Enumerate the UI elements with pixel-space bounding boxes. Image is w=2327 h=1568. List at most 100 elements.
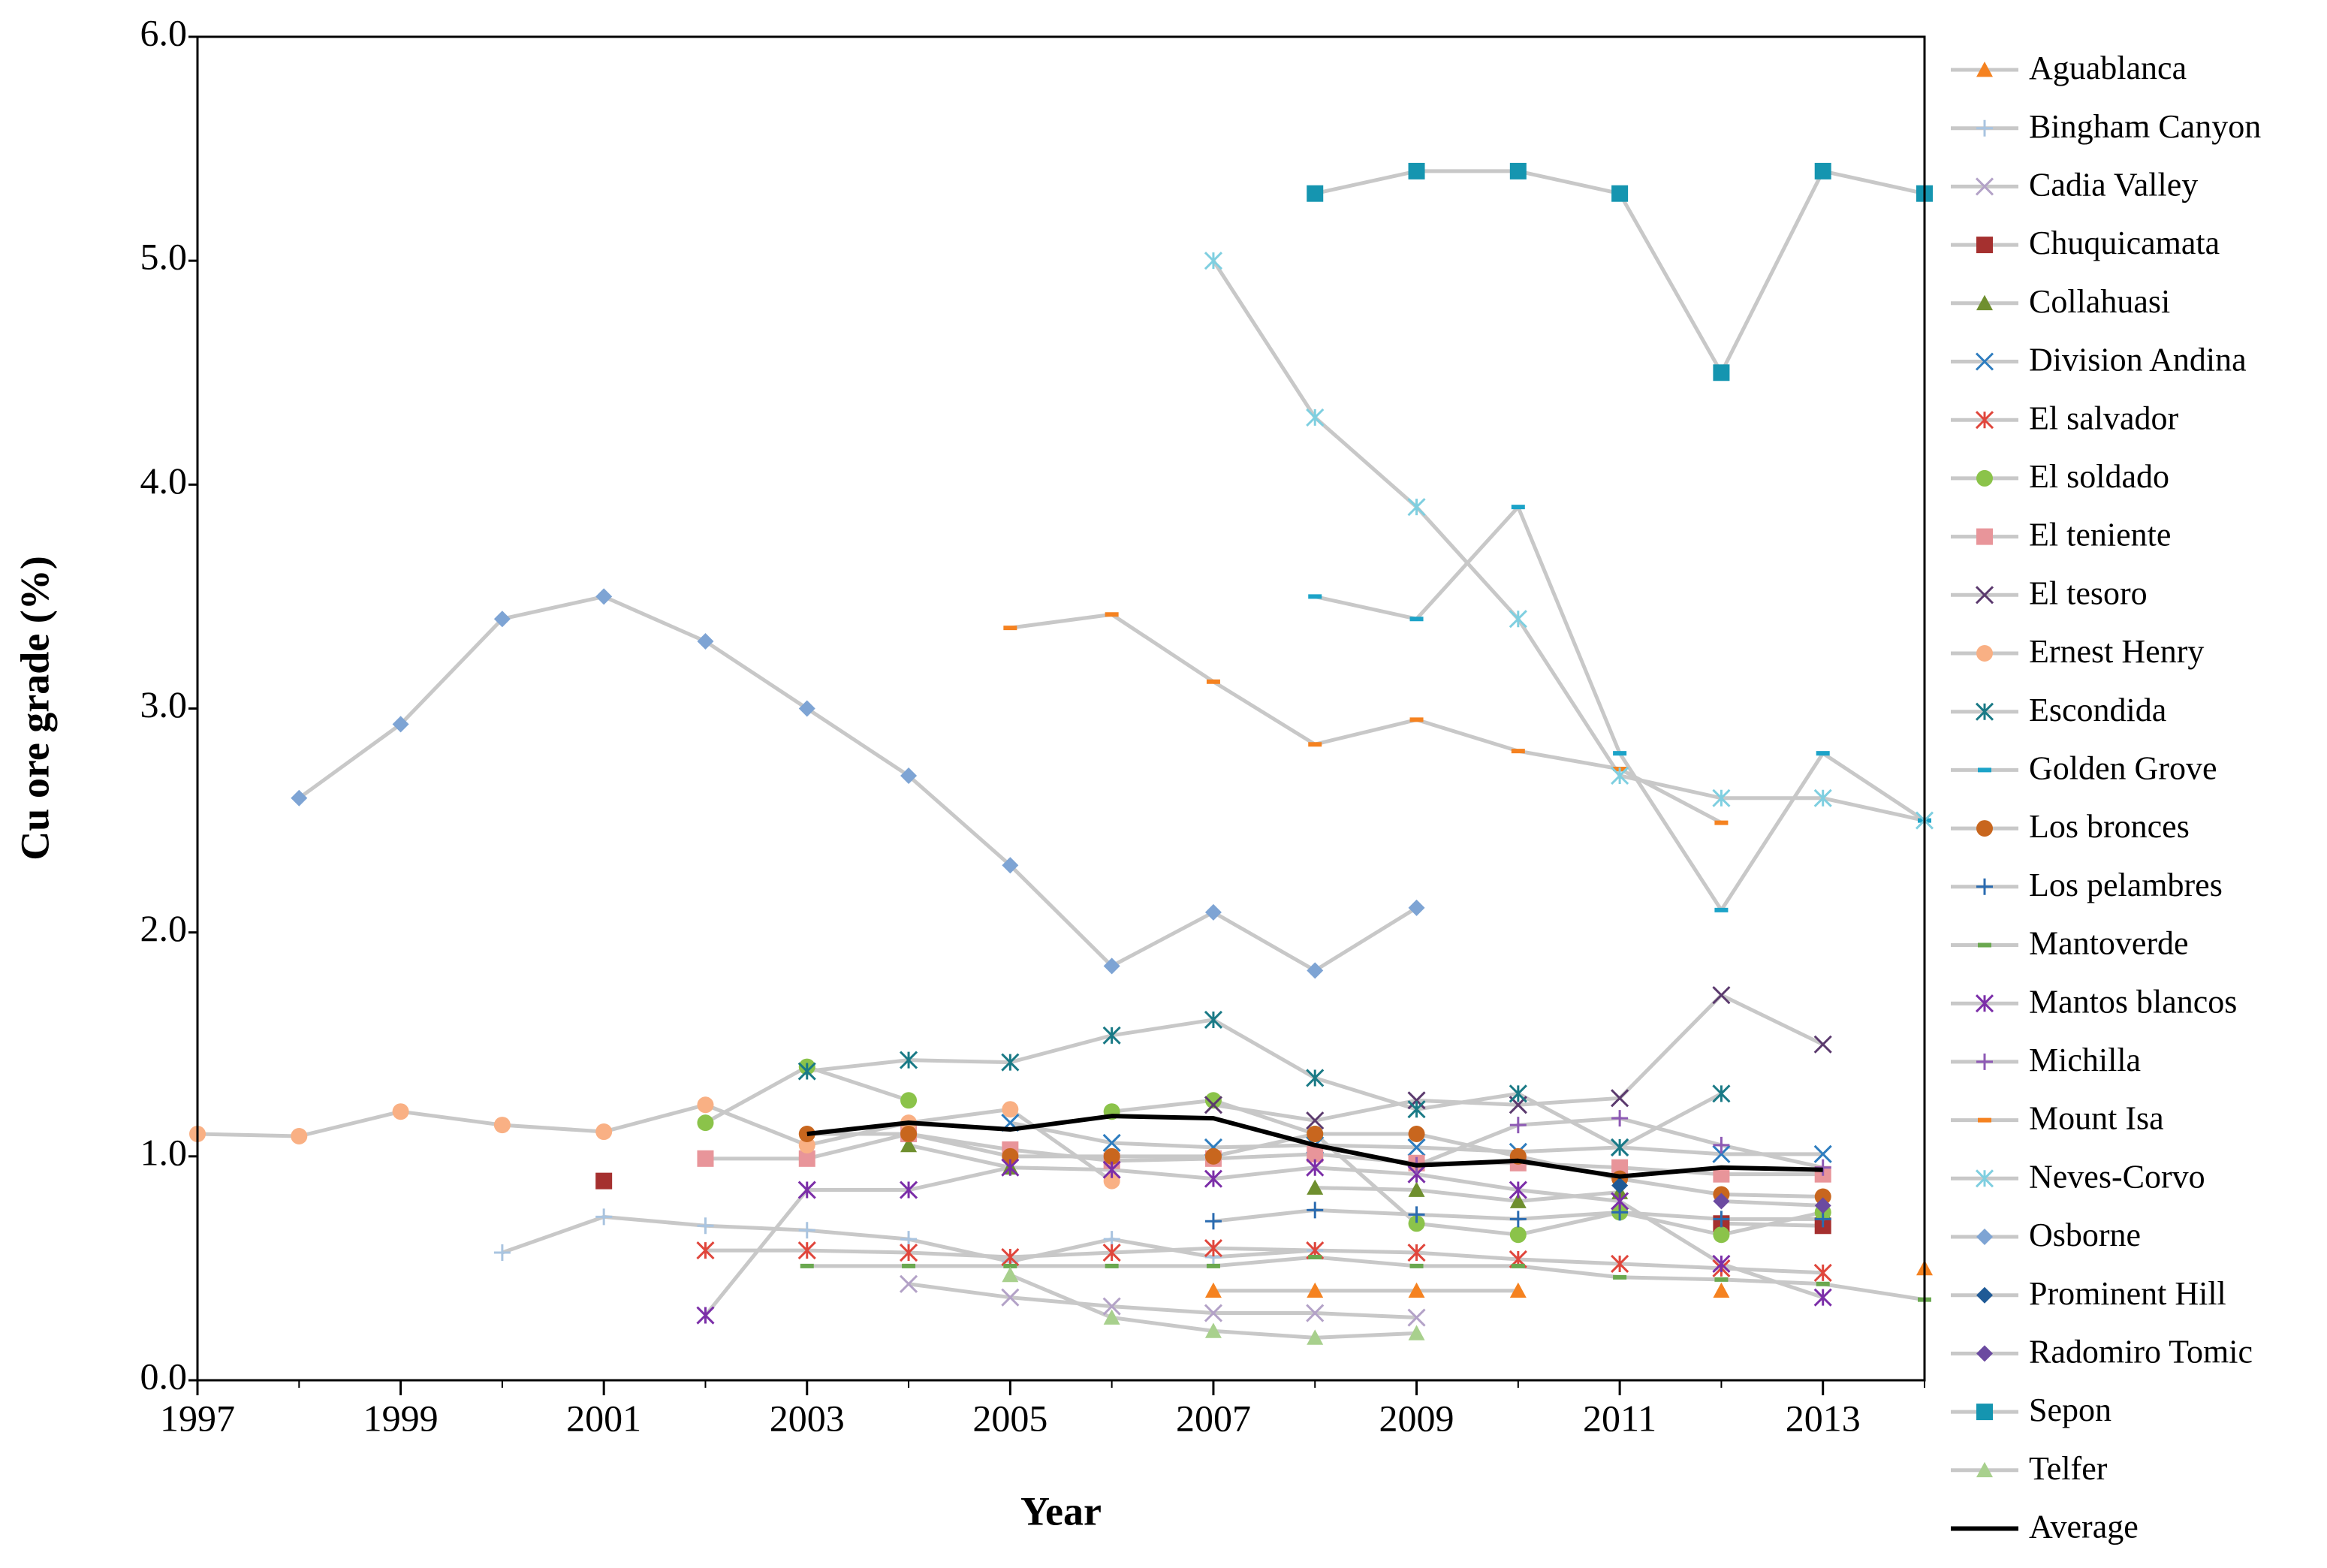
marker — [1408, 899, 1425, 916]
marker — [1975, 702, 1994, 721]
average-line — [806, 1114, 1823, 1179]
marker — [1976, 645, 1993, 662]
x-axis-title: Year — [1020, 1488, 1102, 1533]
y-tick-label: 3.0 — [140, 683, 188, 725]
marker — [1814, 1197, 1831, 1214]
marker — [1102, 1133, 1121, 1153]
marker — [1975, 586, 1994, 605]
marker — [392, 716, 409, 733]
legend-label: Osborne — [2029, 1217, 2141, 1253]
series-line — [705, 1246, 1823, 1275]
legend-label: Ernest Henry — [2029, 633, 2204, 670]
series-line — [806, 1018, 1723, 1150]
marker — [1001, 1247, 1020, 1267]
marker — [1976, 1345, 1993, 1362]
marker — [1975, 177, 1994, 196]
marker — [1814, 162, 1831, 179]
marker — [291, 789, 308, 807]
marker — [1611, 1138, 1629, 1156]
legend-label: Prominent Hill — [2029, 1275, 2226, 1312]
marker — [1611, 1254, 1629, 1274]
marker — [1976, 528, 1993, 545]
marker — [1204, 1304, 1223, 1322]
marker — [697, 1217, 714, 1235]
marker — [1408, 1206, 1425, 1223]
marker — [1204, 1322, 1222, 1338]
marker — [1408, 1325, 1425, 1340]
marker — [1204, 1092, 1222, 1109]
marker — [1813, 1263, 1832, 1282]
legend-label: Bingham Canyon — [2029, 108, 2261, 145]
marker — [797, 1062, 816, 1081]
marker — [1814, 1188, 1831, 1205]
marker — [493, 1117, 511, 1134]
y-tick-label: 4.0 — [140, 460, 188, 502]
marker — [1976, 62, 1993, 77]
marker — [697, 1096, 714, 1114]
marker — [493, 1244, 511, 1262]
legend-label: Escondida — [2029, 692, 2166, 728]
marker — [1307, 1179, 1324, 1195]
legend-label: Neves-Corvo — [2029, 1158, 2205, 1195]
marker — [697, 633, 714, 650]
marker — [1509, 1282, 1527, 1298]
marker — [900, 1092, 918, 1109]
marker — [1611, 1192, 1629, 1211]
legend-label: El salvador — [2029, 400, 2179, 436]
marker — [1306, 1111, 1325, 1130]
marker — [1408, 1126, 1425, 1143]
legend-label: El teniente — [2029, 517, 2171, 553]
marker — [1407, 1091, 1426, 1110]
x-tick-label: 2005 — [972, 1397, 1047, 1439]
marker — [697, 1114, 714, 1132]
marker — [1204, 1147, 1222, 1165]
lines — [197, 169, 1925, 1340]
marker — [797, 1241, 816, 1260]
marker — [1712, 1084, 1731, 1103]
marker — [1976, 1404, 1993, 1421]
x-tick-label: 2011 — [1583, 1397, 1656, 1439]
marker — [1102, 1297, 1121, 1316]
marker — [1975, 1169, 1994, 1188]
marker — [1407, 498, 1426, 517]
x-tick-label: 2009 — [1379, 1397, 1454, 1439]
marker — [1307, 185, 1324, 202]
legend-label: Mantoverde — [2029, 925, 2189, 962]
marker — [1204, 1282, 1222, 1298]
marker — [392, 1103, 409, 1120]
marker — [1509, 610, 1527, 629]
legend-label: El soldado — [2029, 458, 2169, 495]
y-tick-label: 1.0 — [140, 1131, 188, 1173]
marker — [1509, 1117, 1527, 1134]
marker — [899, 1181, 918, 1199]
legend-label: Michilla — [2029, 1042, 2141, 1078]
marker — [899, 1243, 918, 1262]
marker — [1975, 352, 1994, 371]
marker — [1509, 1193, 1527, 1208]
marker — [1713, 364, 1730, 381]
marker — [1975, 411, 1994, 430]
marker — [1509, 1211, 1527, 1228]
series-line — [806, 1255, 1925, 1302]
marker — [1712, 1144, 1731, 1163]
marker — [1002, 1101, 1019, 1118]
marker — [493, 611, 511, 628]
marker — [798, 1150, 815, 1167]
marker — [595, 1123, 613, 1141]
series-line — [1211, 259, 1925, 823]
y-tick-label: 5.0 — [140, 236, 188, 278]
marker — [1408, 1215, 1425, 1232]
marker — [1307, 1329, 1324, 1345]
marker — [1001, 1053, 1020, 1072]
marker — [1204, 252, 1223, 270]
series-line — [197, 1102, 1114, 1183]
y-tick-label: 6.0 — [140, 11, 188, 53]
marker — [1976, 469, 1993, 487]
marker — [1611, 185, 1629, 202]
series-line — [705, 1132, 1823, 1177]
marker — [1713, 1193, 1730, 1210]
marker — [697, 1150, 714, 1167]
marker — [1204, 1096, 1223, 1114]
legend-label: Average — [2029, 1509, 2139, 1545]
